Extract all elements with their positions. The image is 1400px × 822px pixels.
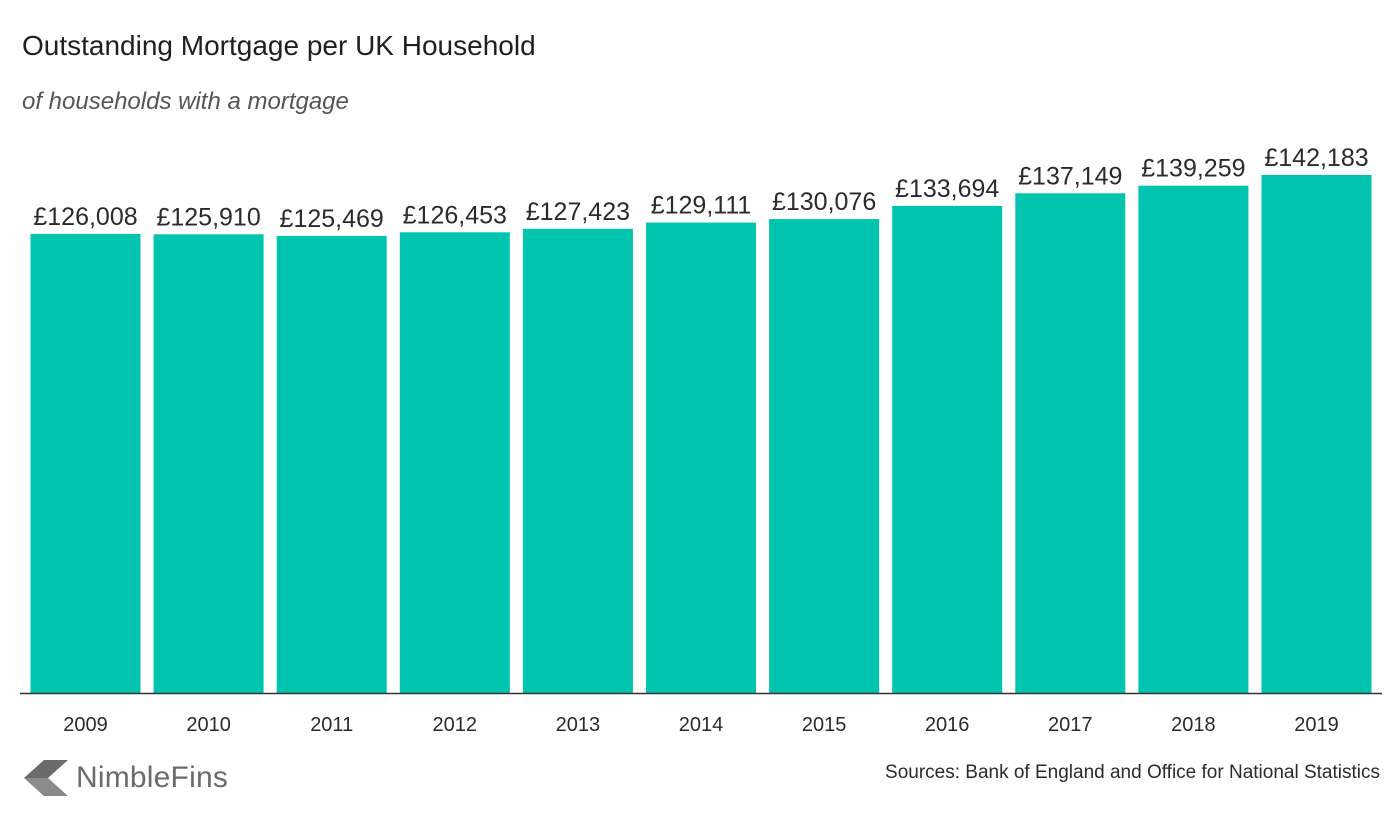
chart-title: Outstanding Mortgage per UK Household	[22, 30, 536, 61]
data-label-2009: £126,008	[33, 203, 137, 231]
x-tick-label-2009: 2009	[63, 714, 108, 736]
bar-2012	[399, 232, 510, 694]
brand-name: NimbleFins	[76, 761, 229, 794]
data-label-2016: £133,694	[895, 175, 999, 203]
bar-2009	[30, 233, 141, 693]
chart-subtitle: of households with a mortgage	[22, 88, 349, 115]
x-tick-label-2010: 2010	[186, 714, 231, 736]
source-note: Sources: Bank of England and Office for …	[885, 762, 1380, 783]
bar-2013	[522, 228, 633, 694]
data-label-2017: £137,149	[1018, 162, 1122, 190]
bar-2016	[892, 205, 1003, 693]
x-tick-label-2017: 2017	[1048, 714, 1093, 736]
data-label-2019: £142,183	[1264, 144, 1368, 172]
x-tick-label-2013: 2013	[556, 714, 601, 736]
data-label-2013: £127,423	[526, 198, 630, 226]
bar-2015	[769, 219, 880, 693]
x-tick-label-2011: 2011	[310, 714, 353, 736]
chevron-left-logo-icon	[24, 760, 68, 796]
bar-2018	[1138, 185, 1249, 693]
bar-2010	[153, 234, 264, 694]
x-tick-label-2016: 2016	[925, 714, 970, 736]
data-label-2015: £130,076	[772, 188, 876, 216]
bar-2017	[1015, 193, 1126, 694]
bar-2011	[276, 235, 387, 693]
bar-chart: £126,008 2009 £125,910 2010 £125,469 2011 £126…	[20, 144, 1382, 736]
bar-2014	[646, 222, 756, 693]
data-label-2011: £125,469	[280, 205, 384, 233]
brand-logo: NimbleFins	[22, 756, 228, 800]
x-tick-label-2014: 2014	[679, 714, 724, 736]
x-tick-label-2015: 2015	[802, 714, 847, 736]
data-label-2018: £139,259	[1141, 155, 1245, 183]
data-label-2014: £129,111	[651, 192, 752, 220]
x-tick-label-2012: 2012	[433, 714, 478, 736]
bar-2019	[1261, 175, 1372, 693]
data-label-2012: £126,453	[403, 201, 507, 229]
data-label-2010: £125,910	[156, 203, 260, 231]
x-tick-label-2019: 2019	[1294, 714, 1339, 736]
x-tick-label-2018: 2018	[1171, 714, 1216, 736]
